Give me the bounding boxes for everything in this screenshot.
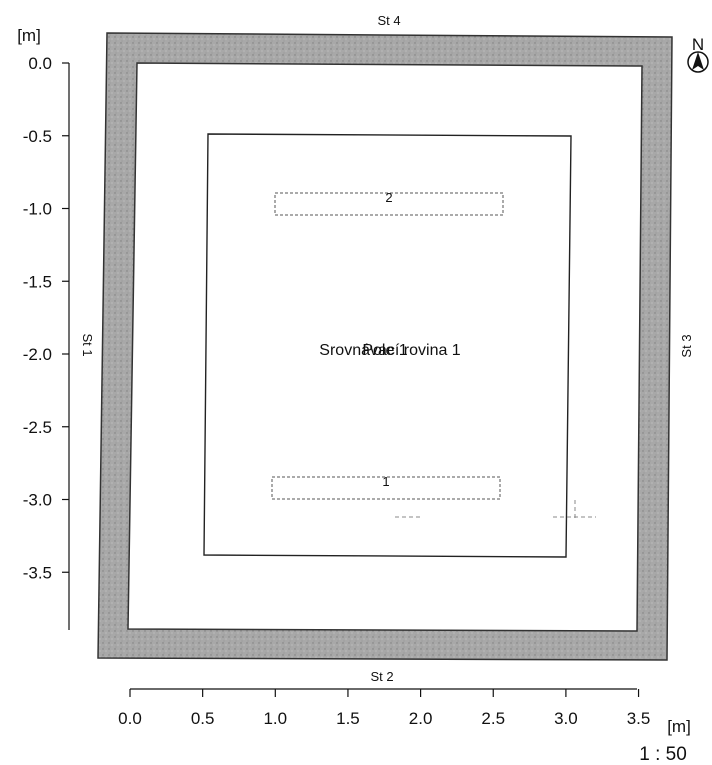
wall-label-bottom: St 2 — [370, 669, 393, 684]
wall-label-right: St 3 — [679, 334, 694, 357]
scale-label: 1 : 50 — [639, 744, 687, 765]
x-tick-label: 3.0 — [554, 709, 578, 728]
opening-1-label: 1 — [382, 474, 389, 489]
x-tick-label: 3.5 — [627, 709, 651, 728]
y-tick-label: 0.0 — [28, 54, 52, 73]
x-tick-label: 0.5 — [191, 709, 215, 728]
x-tick-label: 0.0 — [118, 709, 142, 728]
y-tick-label: -2.0 — [23, 345, 52, 364]
field-label: Pole 1 — [362, 342, 407, 359]
y-tick-label: -2.5 — [23, 418, 52, 437]
room-outline — [203, 133, 572, 558]
reference-plane-label: Srovnávací rovina 1 — [319, 342, 461, 359]
x-tick-label: 1.5 — [336, 709, 360, 728]
x-tick-label: 2.0 — [409, 709, 433, 728]
x-tick-label: 1.0 — [263, 709, 287, 728]
wall-band — [97, 32, 673, 661]
north-label: N — [692, 35, 704, 54]
x-axis-unit: [m] — [667, 717, 691, 736]
x-tick-label: 2.5 — [481, 709, 505, 728]
x-axis: 0.0 0.5 1.0 1.5 2.0 2.5 3.0 3.5 [m] — [118, 688, 691, 736]
y-tick-label: -3.0 — [23, 491, 52, 510]
y-tick-label: -1.5 — [23, 272, 52, 291]
wall-label-top: St 4 — [377, 13, 400, 28]
y-axis-unit: [m] — [17, 26, 41, 45]
north-arrow-icon: N — [687, 35, 709, 73]
y-tick-label: -0.5 — [23, 127, 52, 146]
construction-marks — [395, 500, 596, 520]
wall-label-left: St 1 — [80, 333, 95, 356]
y-axis: 0.0 -0.5 -1.0 -1.5 -2.0 -2.5 -3.0 -3.5 [m] — [17, 26, 70, 630]
y-tick-label: -3.5 — [23, 563, 52, 582]
y-tick-label: -1.0 — [23, 200, 52, 219]
opening-2-label: 2 — [385, 190, 392, 205]
